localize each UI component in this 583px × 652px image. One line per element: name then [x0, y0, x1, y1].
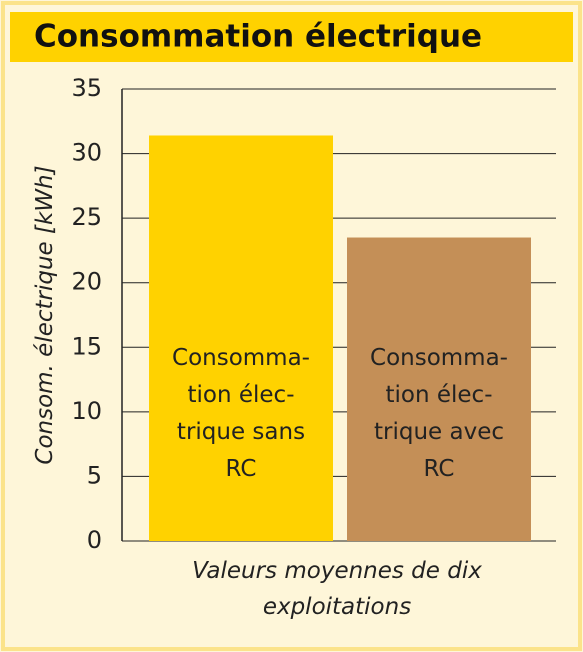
y-tick-label: 35: [71, 74, 102, 102]
y-tick-label: 30: [71, 139, 102, 167]
bar: [149, 135, 333, 541]
y-tick-label: 10: [71, 397, 102, 425]
y-tick-label: 5: [87, 461, 102, 489]
bar: [347, 237, 531, 541]
bar-label: Consomma- tion élec- trique sans RC: [172, 345, 310, 482]
x-axis-label: Valeurs moyennes de dix exploitations: [192, 558, 482, 620]
y-tick-label: 20: [71, 268, 102, 296]
y-axis-label: Consom. électrique [kWh]: [32, 165, 58, 465]
y-tick-label: 15: [71, 332, 102, 360]
bar-label: Consomma- tion élec- trique avec RC: [370, 345, 508, 482]
title-bar: [10, 12, 573, 62]
chart-title: Consommation électrique: [34, 19, 482, 55]
y-tick-label: 0: [87, 526, 102, 554]
y-tick-label: 25: [71, 203, 102, 231]
